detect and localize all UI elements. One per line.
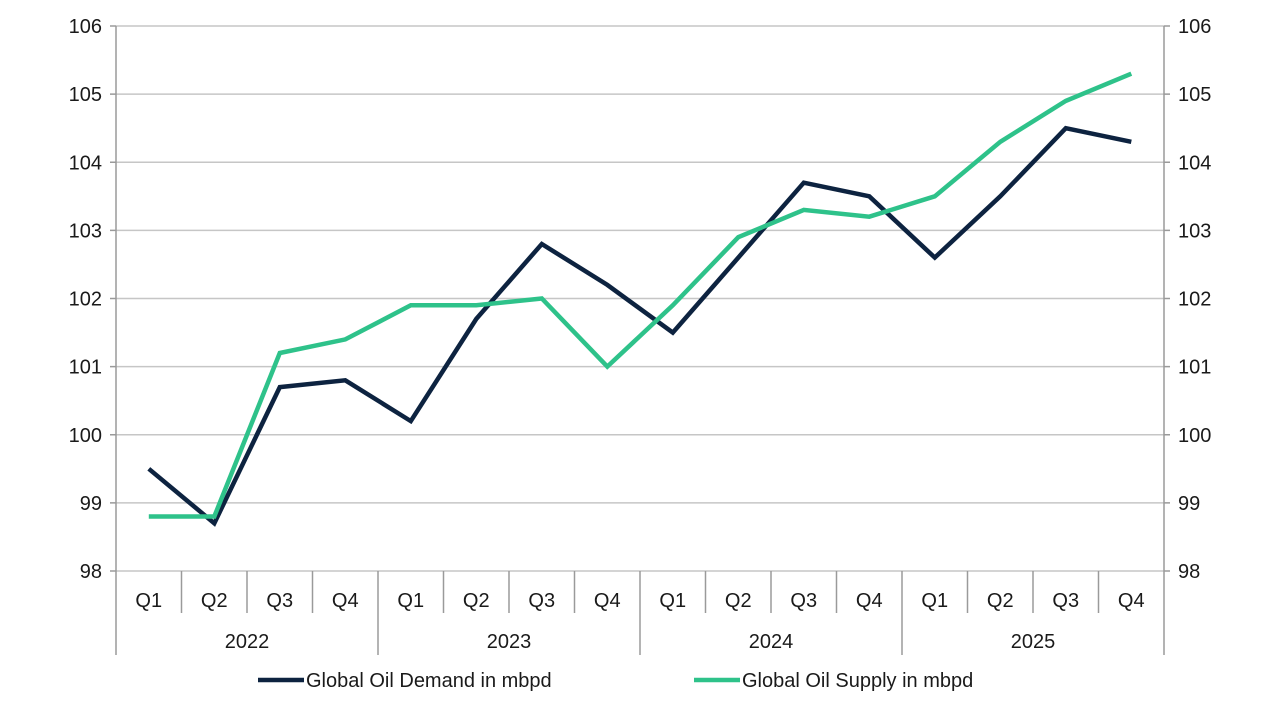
legend-label: Global Oil Supply in mbpd	[742, 670, 973, 692]
x-tick-label: Q1	[659, 590, 686, 612]
year-group-label: 2023	[487, 631, 532, 653]
axes	[110, 25, 1170, 655]
y-tick-label: 103	[69, 220, 102, 242]
x-tick-label: Q3	[266, 590, 293, 612]
series-lines	[147, 71, 1133, 527]
y2-tick-label: 105	[1178, 84, 1211, 106]
x-tick-label: Q2	[725, 590, 752, 612]
x-tick-label: Q2	[463, 590, 490, 612]
y-tick-label: 104	[69, 152, 102, 174]
year-group-label: 2025	[1011, 631, 1056, 653]
y2-tick-label: 98	[1178, 561, 1200, 583]
legend-label: Global Oil Demand in mbpd	[306, 670, 552, 692]
legend-item: Global Oil Supply in mbpd	[694, 670, 973, 692]
y-tick-label: 100	[69, 425, 102, 447]
x-tick-label: Q4	[594, 590, 621, 612]
y-tick-label: 106	[69, 16, 102, 38]
x-tick-label: Q1	[135, 590, 162, 612]
gridlines	[116, 25, 1164, 572]
year-group-label: 2022	[225, 631, 270, 653]
x-tick-label: Q2	[987, 590, 1014, 612]
y-tick-label: 102	[69, 289, 102, 311]
y2-tick-label: 101	[1178, 357, 1211, 379]
x-tick-label: Q4	[856, 590, 883, 612]
year-group-label: 2024	[749, 631, 794, 653]
y-tick-label: 105	[69, 84, 102, 106]
y-tick-label: 98	[80, 561, 102, 583]
y2-tick-label: 100	[1178, 425, 1211, 447]
x-tick-label: Q1	[397, 590, 424, 612]
series-line-supply	[148, 71, 1133, 519]
x-tick-label: Q3	[790, 590, 817, 612]
y2-tick-label: 106	[1178, 16, 1211, 38]
y2-tick-label: 99	[1178, 493, 1200, 515]
y-tick-label: 99	[80, 493, 102, 515]
x-tick-label: Q4	[1118, 590, 1145, 612]
series-line-demand	[147, 125, 1132, 527]
x-tick-label: Q1	[921, 590, 948, 612]
legend-item: Global Oil Demand in mbpd	[258, 670, 552, 692]
x-tick-label: Q3	[1052, 590, 1079, 612]
x-tick-label: Q2	[201, 590, 228, 612]
y2-tick-label: 104	[1178, 152, 1211, 174]
tick-labels: 98 98 99 99 100 100 101 101 102 102 103 103 104 104 10…	[69, 16, 1212, 653]
y-tick-label: 101	[69, 357, 102, 379]
x-tick-label: Q4	[332, 590, 359, 612]
legend: Global Oil Demand in mbpd Global Oil Supp…	[258, 670, 973, 692]
y2-tick-label: 103	[1178, 220, 1211, 242]
y2-tick-label: 102	[1178, 289, 1211, 311]
x-tick-label: Q3	[528, 590, 555, 612]
